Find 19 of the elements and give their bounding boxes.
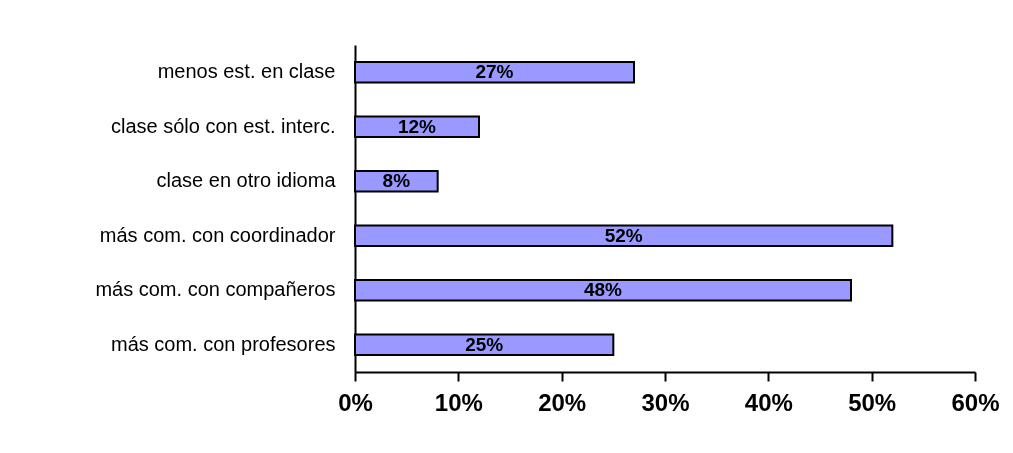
y-tick-label: menos est. en clase <box>157 60 336 83</box>
y-tick-label: más com. con compañeros <box>95 278 336 301</box>
data-label: 52% <box>604 224 643 246</box>
y-tick-label: clase en otro idioma <box>156 169 337 192</box>
y-tick-label: clase sólo con est. interc. <box>110 114 336 137</box>
x-tick-label: 20% <box>538 388 587 416</box>
x-tick-label: 0% <box>338 388 373 416</box>
y-tick-label: más com. con coordinador <box>99 223 336 246</box>
data-label: 27% <box>475 61 514 83</box>
x-tick-label: 50% <box>848 388 897 416</box>
x-tick-label: 30% <box>641 388 690 416</box>
data-label: 25% <box>465 333 504 355</box>
data-label: 48% <box>583 279 623 301</box>
x-tick-label: 10% <box>434 388 483 416</box>
x-tick-label: 40% <box>744 388 793 416</box>
x-tick-label: 60% <box>951 388 1000 416</box>
data-label: 12% <box>397 115 437 137</box>
y-tick-label: más com. con profesores <box>110 332 336 355</box>
data-label: 8% <box>382 170 411 192</box>
